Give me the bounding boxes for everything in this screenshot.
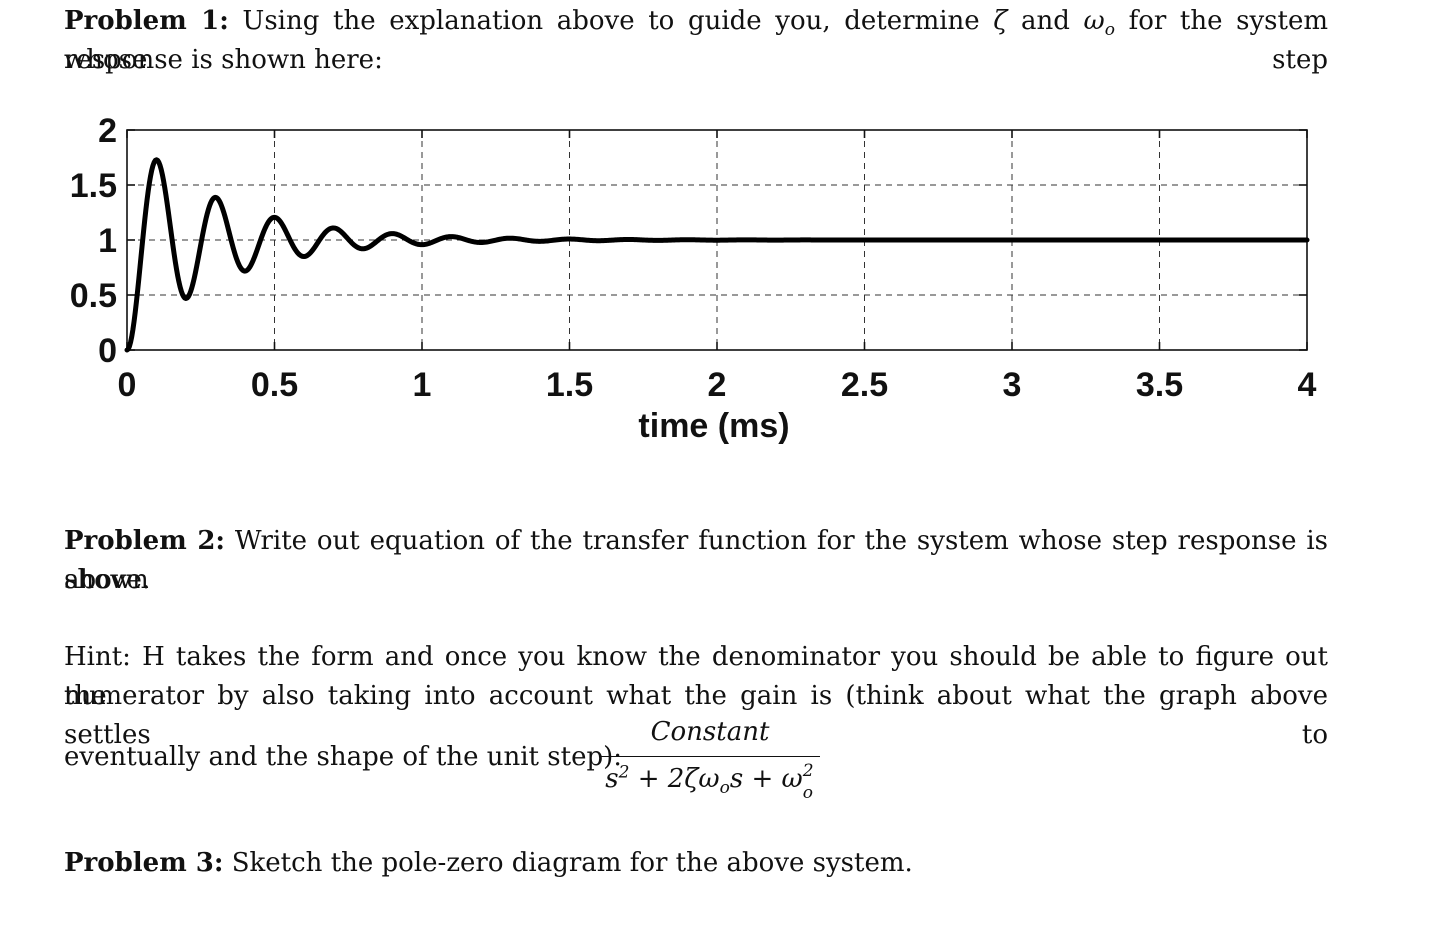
y-tick-labels: 0 0.5 1 1.5 2	[70, 112, 117, 370]
den-s-omega: s + ω	[729, 764, 803, 794]
problem-2-text: Write out equation of the transfer funct…	[64, 526, 1328, 595]
problem-1-text: Using the explanation above to guide you…	[228, 6, 994, 36]
fraction-bar	[600, 756, 820, 757]
den-s: s	[605, 764, 619, 794]
hint-line-1: Hint: H takes the form and once you know…	[64, 642, 1328, 711]
x-tick-label: 3.5	[1136, 366, 1183, 404]
problem-2-line-1: Problem 2: Write out equation of the tra…	[64, 522, 1328, 600]
omega-subscript: o	[1104, 20, 1115, 41]
problem-2-line-2: above.	[64, 565, 151, 595]
y-tick-label: 0	[98, 332, 117, 370]
y-tick-label: 2	[98, 112, 117, 150]
y-tick-label: 1.5	[70, 167, 117, 205]
step-response-chart: 0 0.5 1 1.5 2 2.5 3 3.5 4 0 0.5 1 1.5 2 time (ms)	[70, 112, 1317, 445]
problem-2-label: Problem 2:	[64, 526, 226, 556]
zeta-symbol: ζ	[993, 6, 1008, 36]
x-tick-label: 0.5	[251, 366, 298, 404]
problem-1-line-1: Problem 1: Using the explanation above t…	[64, 2, 1328, 80]
problem-3-line: Problem 3: Sketch the pole-zero diagram …	[64, 844, 1328, 883]
hint-line-2: numerator by also taking into account wh…	[64, 681, 1328, 750]
x-tick-label: 4	[1298, 366, 1317, 404]
den-middle: + 2ζω	[629, 764, 720, 794]
x-tick-label: 2.5	[841, 366, 888, 404]
problem-1-and: and	[1007, 6, 1084, 36]
x-tick-label: 2	[708, 366, 727, 404]
x-tick-label: 1.5	[546, 366, 593, 404]
y-tick-label: 0.5	[70, 277, 117, 315]
problem-1-line-2: response is shown here:	[64, 45, 383, 75]
x-tick-label: 0	[118, 366, 137, 404]
den-end-superscript: 2	[802, 761, 814, 781]
problem-1-label: Problem 1:	[64, 6, 229, 36]
den-middle-subscript: o	[719, 778, 730, 799]
problem-3-label: Problem 3:	[64, 848, 224, 878]
x-tick-label: 3	[1003, 366, 1022, 404]
fraction-numerator: Constant	[650, 717, 770, 747]
x-tick-label: 1	[413, 366, 432, 404]
problem-3-text: Sketch the pole-zero diagram for the abo…	[223, 848, 913, 878]
tick-marks	[126, 129, 1308, 351]
step-response-curve	[124, 157, 1310, 353]
problem-1-text-end: for the system whose step	[64, 6, 1328, 75]
x-axis-title: time (ms)	[638, 407, 789, 445]
omega-symbol: ω	[1083, 6, 1105, 36]
hint-line-3: eventually and the shape of the unit ste…	[64, 742, 622, 772]
den-s-exponent: 2	[618, 762, 630, 783]
den-end-subscript: o	[802, 783, 813, 803]
x-tick-labels: 0 0.5 1 1.5 2 2.5 3 3.5 4	[118, 366, 1317, 404]
y-tick-label: 1	[98, 222, 117, 260]
